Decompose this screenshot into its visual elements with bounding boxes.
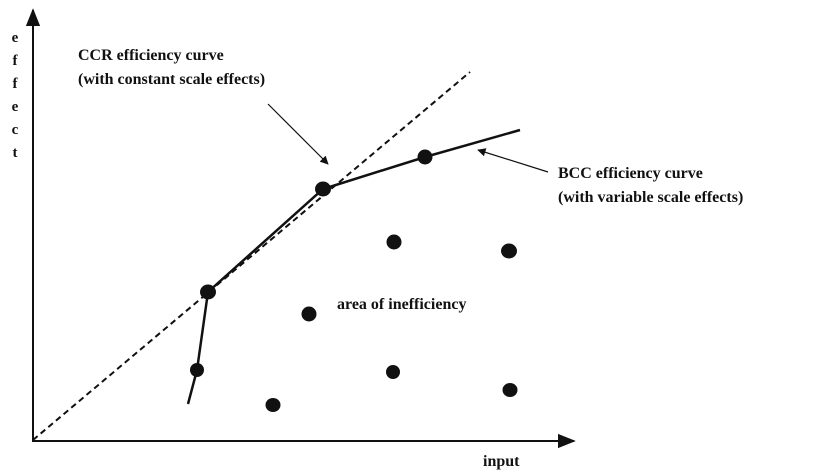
area-label: area of inefficiency [337,296,466,313]
bcc-curve [186,128,521,405]
ccr-curve [32,71,471,441]
y-axis-label: effect [7,30,23,168]
point [502,383,518,397]
ccr-title: CCR efficiency curve [78,47,224,64]
ccr-subtitle: (with constant scale effects) [78,71,265,88]
bcc-title: BCC efficiency curve [558,165,703,182]
point [265,398,281,412]
point [200,284,216,300]
x-axis-label: input [483,453,520,470]
point [501,243,517,259]
bcc-subtitle: (with variable scale effects) [558,189,743,206]
point [386,234,402,250]
point [386,365,400,379]
point [315,181,331,197]
point [417,149,433,165]
point [301,306,317,322]
point [190,363,204,377]
ccr-pointer [267,103,329,165]
points [190,149,518,412]
bcc-pointer [477,148,549,173]
